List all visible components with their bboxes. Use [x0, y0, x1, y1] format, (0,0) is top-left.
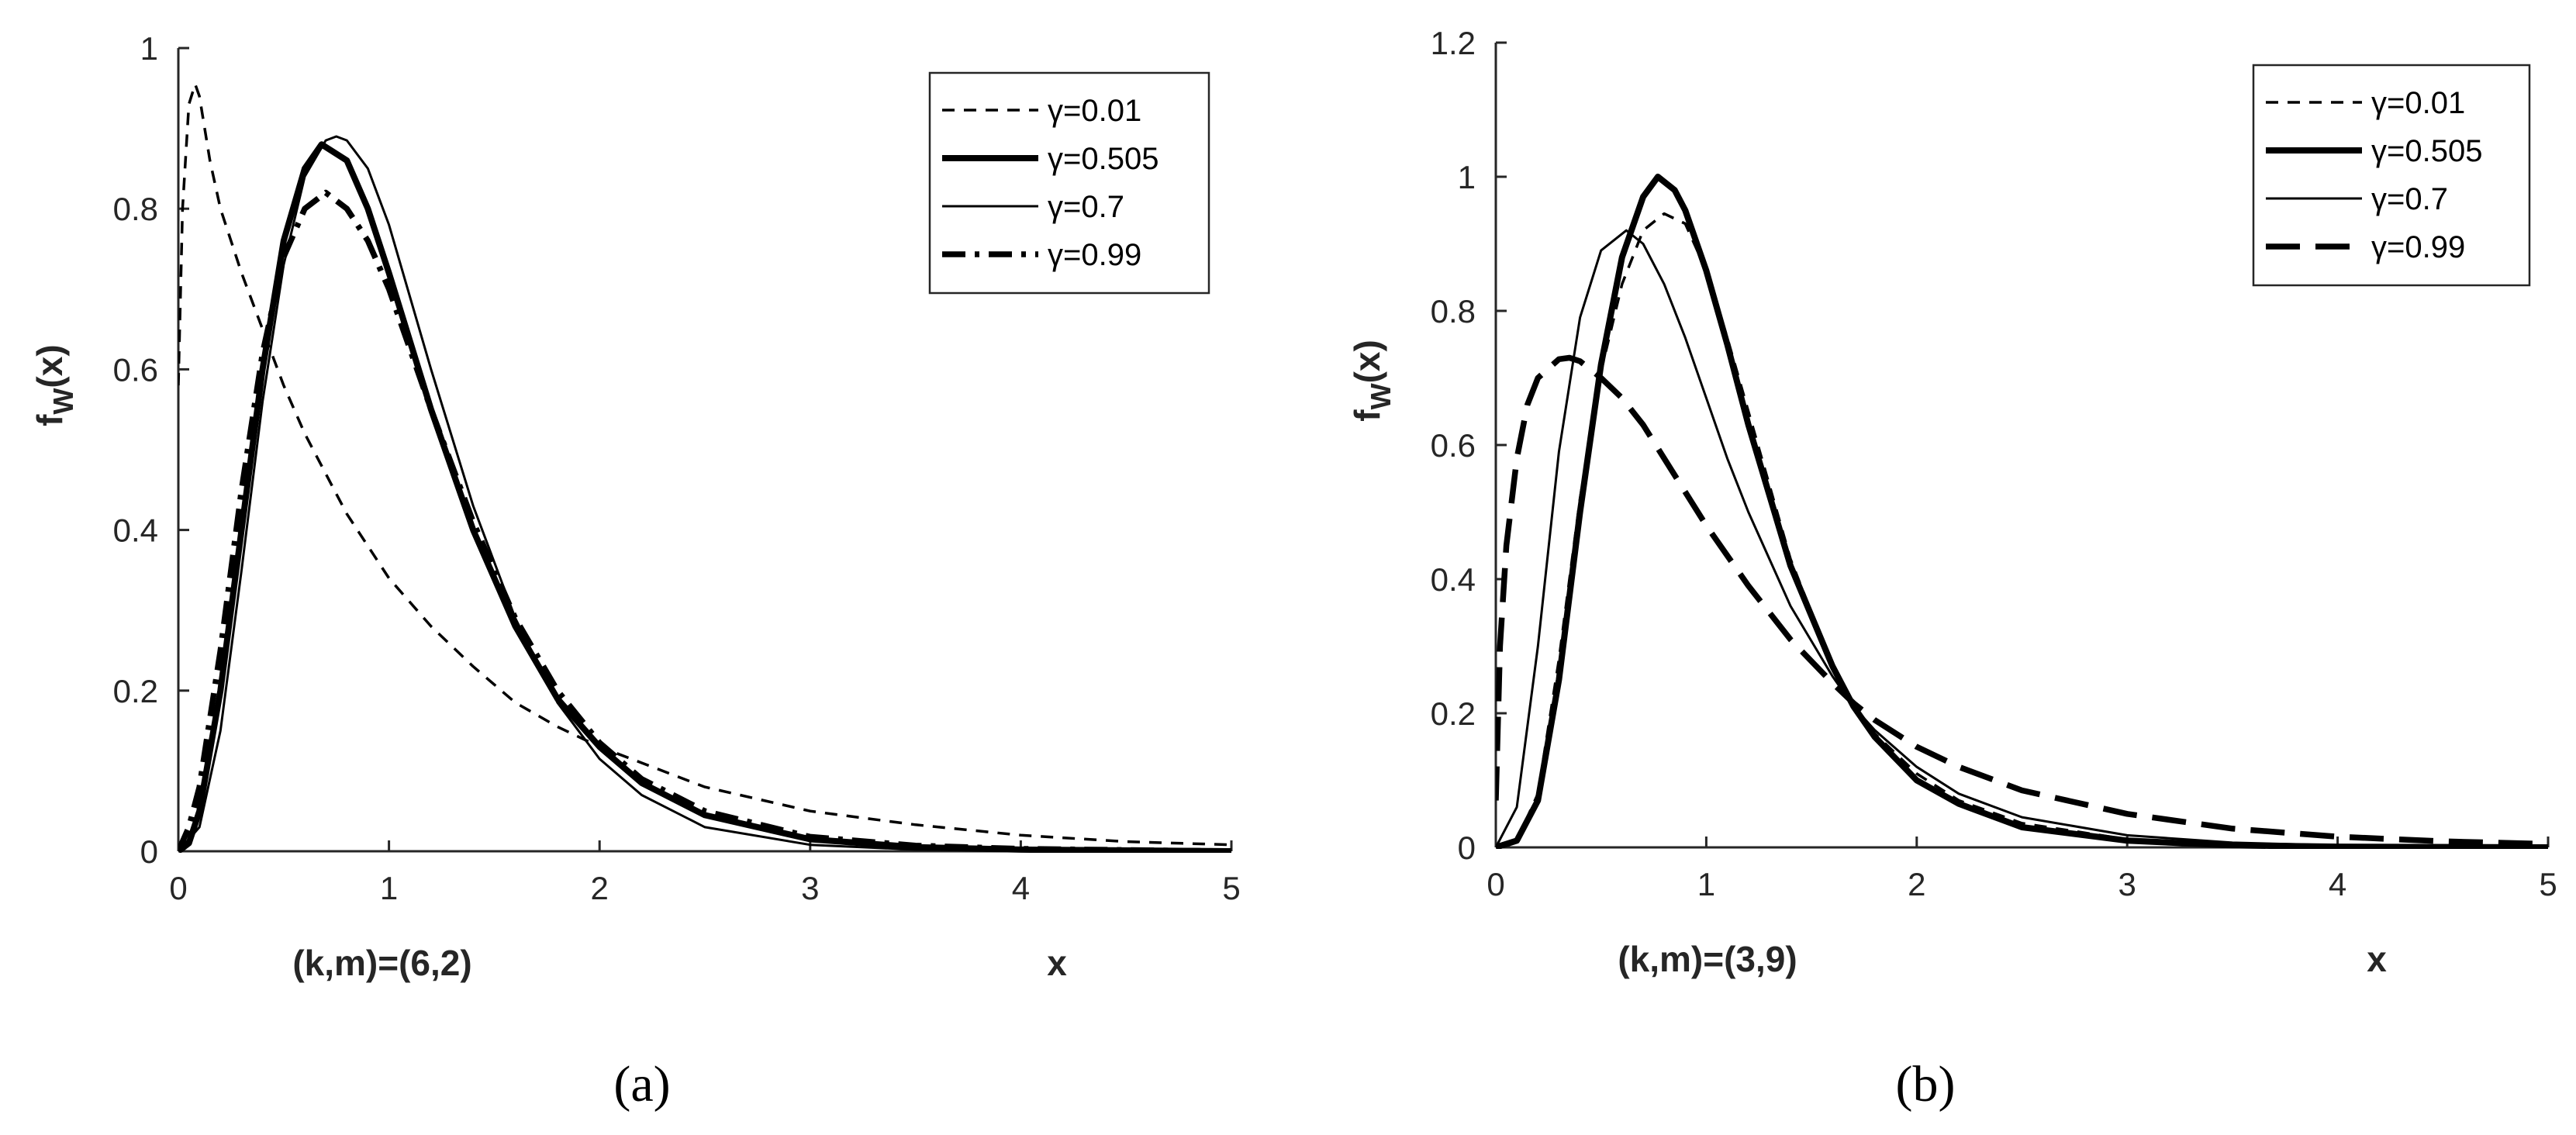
y-axis-label: fW(x)	[29, 344, 79, 426]
y-tick-label: 0.6	[113, 351, 158, 388]
x-tick-label: 4	[2329, 866, 2346, 902]
series-line-1	[178, 141, 1232, 853]
legend-entry-label: γ=0.7	[2371, 182, 2448, 216]
x-tick-label: 1	[1697, 866, 1715, 902]
legend-entry-label: γ=0.99	[2371, 230, 2465, 264]
x-tick-label: 4	[1012, 870, 1030, 906]
legend: γ=0.01 γ=0.505 γ=0.7 γ=0.99	[2252, 64, 2531, 287]
y-tick-label: 0.8	[113, 191, 158, 227]
y-tick-label: 0.6	[1431, 427, 1476, 464]
series-line-2	[1496, 229, 2549, 849]
km-annotation: (k,m)=(6,2)	[292, 943, 471, 983]
series-line-3	[1496, 354, 2549, 847]
series-group	[1496, 174, 2549, 849]
y-tick-label: 0.2	[1431, 695, 1476, 732]
panel-caption: (a)	[613, 1056, 670, 1113]
y-tick-label: 0.4	[113, 512, 158, 549]
y-axis-label: fW(x)	[1347, 340, 1397, 422]
y-axis-label-tail: (x)	[29, 344, 70, 388]
legend-entry-label: γ=0.01	[1048, 94, 1141, 128]
series-line-2	[178, 135, 1232, 853]
legend: γ=0.01 γ=0.505 γ=0.7 γ=0.99	[928, 71, 1210, 295]
panel-caption: (b)	[1896, 1056, 1956, 1113]
x-tick-label: 5	[2539, 866, 2557, 902]
x-tick-label: 0	[169, 870, 187, 906]
y-tick-label: 0	[1458, 830, 1476, 866]
legend-entry-label: γ=0.505	[1048, 142, 1159, 176]
y-tick-label: 0.4	[1431, 561, 1476, 598]
y-tick-label: 1	[140, 30, 158, 67]
x-tick-label: 3	[2118, 866, 2136, 902]
series-line-0	[1496, 212, 2549, 849]
panel-a: 0 1 2 3 4 5 0 0.2 0.4 0.6 0.8 1 fW(x) (k,m)=(6,2) x (a)…	[29, 30, 1241, 1113]
y-axis-label-main: f	[1347, 409, 1387, 422]
legend-entry-label: γ=0.01	[2371, 86, 2465, 120]
y-axis-label-sub: W	[47, 388, 79, 415]
km-annotation: (k,m)=(3,9)	[1618, 939, 1797, 979]
x-tick-label: 1	[380, 870, 398, 906]
series-line-0	[178, 82, 1232, 847]
series-line-1	[1496, 174, 2549, 849]
axes: 0 1 2 3 4 5 0 0.2 0.4 0.6 0.8 1	[113, 30, 1241, 906]
y-axis-label-tail: (x)	[1347, 340, 1387, 383]
x-tick-label: 5	[1222, 870, 1240, 906]
x-tick-label: 2	[591, 870, 609, 906]
y-tick-label: 0	[140, 833, 158, 870]
y-tick-label: 0.8	[1431, 293, 1476, 329]
y-tick-label: 1	[1458, 159, 1476, 195]
x-tick-label: 0	[1487, 866, 1504, 902]
x-tick-label: 3	[801, 870, 819, 906]
series-line-3	[178, 189, 1232, 853]
y-axis-label-sub: W	[1365, 383, 1397, 409]
panel-b: 0 1 2 3 4 5 0 0.2 0.4 0.6 0.8 1 1.2 fW(x) (k,m)=(3,9) x…	[1288, 0, 2576, 1135]
legend-entry-label: γ=0.99	[1048, 238, 1141, 272]
chart-svg: 0 1 2 3 4 5 0 0.2 0.4 0.6 0.8 1 1.2 fW(x) (k,m)=(3,9) x…	[1347, 25, 2557, 1113]
y-tick-label: 0.2	[113, 673, 158, 709]
series-group	[178, 82, 1232, 853]
x-tick-label: 2	[1908, 866, 1925, 902]
chart-svg: 0 1 2 3 4 5 0 0.2 0.4 0.6 0.8 1 fW(x) (k,m)=(6,2) x (a)…	[29, 30, 1241, 1113]
legend-entry-label: γ=0.505	[2371, 134, 2482, 168]
y-axis-label-main: f	[29, 414, 70, 426]
x-axis-label: x	[1047, 943, 1067, 983]
x-axis-label: x	[2367, 939, 2387, 979]
legend-entry-label: γ=0.7	[1048, 190, 1124, 224]
y-tick-label: 1.2	[1431, 25, 1476, 61]
